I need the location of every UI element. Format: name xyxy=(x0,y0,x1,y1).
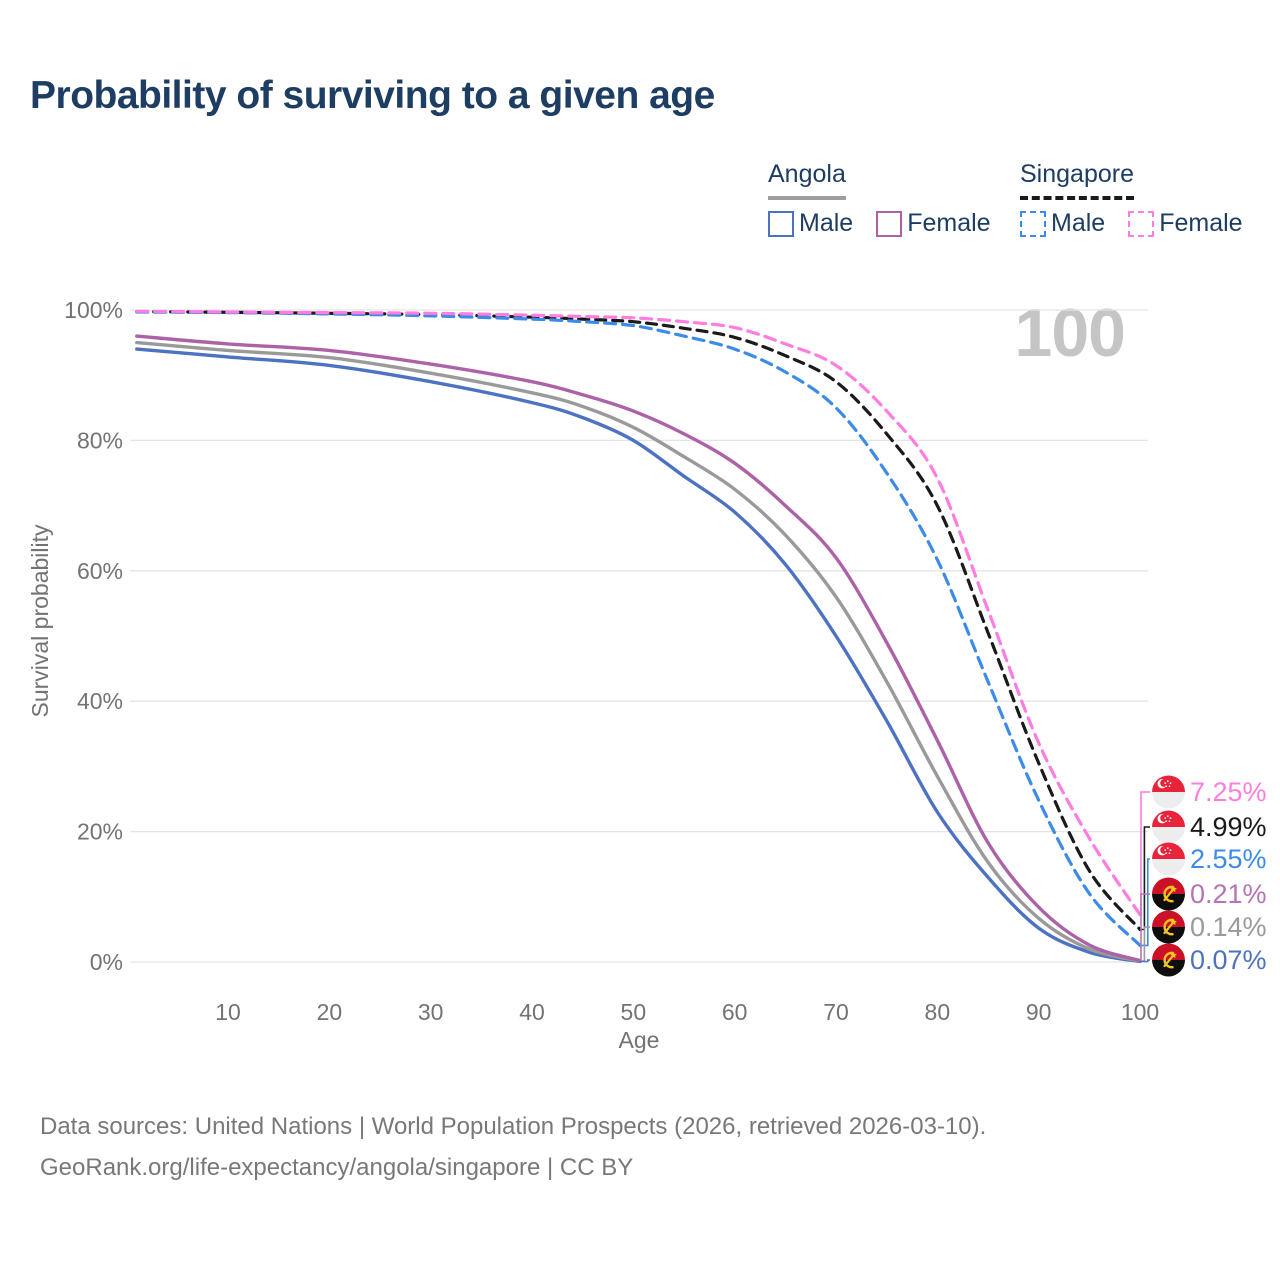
x-axis-title: Age xyxy=(619,1027,660,1053)
y-tick-label: 40% xyxy=(77,688,123,714)
end-label-value: 0.14% xyxy=(1190,912,1267,942)
singapore-flag-icon xyxy=(1152,776,1185,809)
gridlines xyxy=(130,309,1148,963)
x-tick-label: 20 xyxy=(317,999,343,1025)
angola-female-swatch-icon xyxy=(876,210,903,237)
age-counter-watermark: 100 xyxy=(1014,295,1126,371)
axis-labels: 0% 20% 40% 60% 80% 100% 10 20 30 40 50 60 70 80 90 100 xyxy=(64,297,1159,1025)
x-tick-label: 90 xyxy=(1026,999,1052,1025)
end-label-connector xyxy=(1140,959,1150,963)
series-line-singapore-female[interactable] xyxy=(135,309,1142,917)
legend-item-label: Female xyxy=(907,209,991,237)
y-tick-label: 20% xyxy=(77,819,123,845)
singapore-male-swatch-icon xyxy=(1020,210,1046,237)
legend-group-singapore: Singapore Male Female xyxy=(1020,160,1260,238)
singapore-female-swatch-icon xyxy=(1128,210,1155,237)
legend-item-singapore-male[interactable]: Male xyxy=(1020,209,1105,238)
end-label-value: 0.07% xyxy=(1190,945,1267,975)
x-tick-label: 50 xyxy=(621,999,647,1025)
angola-male-swatch-icon xyxy=(768,210,794,237)
series-line-angola-both-sexes[interactable] xyxy=(135,340,1142,963)
series-line-singapore-male[interactable] xyxy=(135,310,1142,947)
series-line-angola-female[interactable] xyxy=(135,334,1142,963)
legend-item-label: Male xyxy=(1051,209,1106,237)
x-tick-label: 70 xyxy=(823,999,849,1025)
y-tick-label: 100% xyxy=(64,297,123,323)
end-label-connector xyxy=(1140,826,1150,931)
singapore-flag-icon xyxy=(1152,811,1185,844)
end-label-value: 4.99% xyxy=(1190,812,1267,842)
x-tick-label: 80 xyxy=(925,999,951,1025)
legend-group-singapore-name[interactable]: Singapore xyxy=(1020,160,1134,200)
series-line-angola-male[interactable] xyxy=(135,347,1142,964)
legend-item-angola-female[interactable]: Female xyxy=(876,209,991,238)
legend-item-singapore-female[interactable]: Female xyxy=(1128,209,1243,238)
angola-flag-icon xyxy=(1152,878,1185,911)
y-tick-label: 80% xyxy=(77,427,123,453)
legend-group-angola-name[interactable]: Angola xyxy=(768,160,846,200)
legend-item-label: Male xyxy=(799,209,854,237)
legend: Angola Male Female Singapore Male xyxy=(0,160,1280,250)
page-title: Probability of surviving to a given age xyxy=(30,74,715,117)
legend-item-angola-male[interactable]: Male xyxy=(768,209,853,238)
legend-item-label: Female xyxy=(1159,209,1243,237)
end-label-value: 7.25% xyxy=(1190,777,1267,807)
y-tick-label: 0% xyxy=(90,949,123,975)
attribution-line[interactable]: GeoRank.org/life-expectancy/angola/singa… xyxy=(40,1154,634,1181)
singapore-flag-icon xyxy=(1152,843,1185,876)
y-tick-label: 60% xyxy=(77,558,123,584)
x-tick-label: 10 xyxy=(215,999,241,1025)
legend-group-angola: Angola Male Female xyxy=(768,160,1008,238)
end-label-value: 2.55% xyxy=(1190,844,1267,874)
series-line-singapore-both-sexes[interactable] xyxy=(135,310,1142,932)
x-tick-label: 60 xyxy=(722,999,748,1025)
series-end-labels: 7.25% 4.99%2.55% 0.21%0.14%0.07% xyxy=(1140,776,1267,977)
y-axis-title: Survival probability xyxy=(27,524,53,718)
x-tick-label: 40 xyxy=(519,999,545,1025)
angola-flag-icon xyxy=(1152,911,1185,944)
x-tick-label: 30 xyxy=(418,999,444,1025)
sources-line: Data sources: United Nations | World Pop… xyxy=(40,1113,987,1140)
series-lines xyxy=(135,309,1142,964)
angola-flag-icon xyxy=(1152,944,1185,977)
end-label-value: 0.21% xyxy=(1190,879,1267,909)
x-tick-label: 100 xyxy=(1121,999,1159,1025)
data-sources-note: Data sources: United Nations | World Pop… xyxy=(40,1106,986,1188)
